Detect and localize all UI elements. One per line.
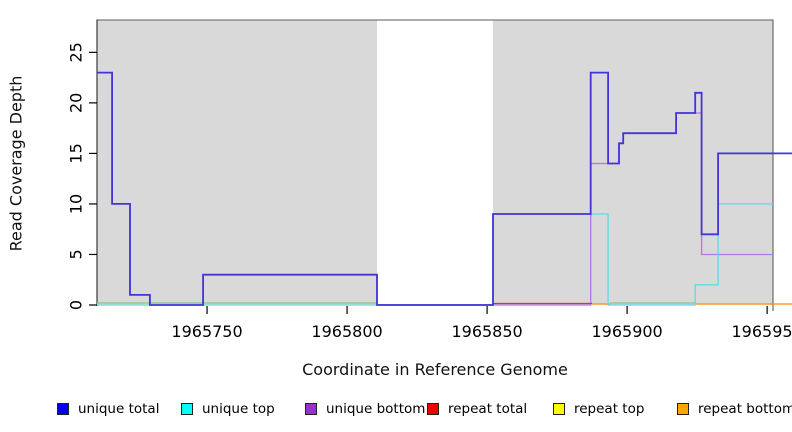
- x-tick-label: 1965850: [451, 322, 522, 341]
- series-unique-total: [97, 71, 792, 306]
- x-tick-label: 1965750: [171, 322, 242, 341]
- x-tick-label: 1965950: [731, 322, 792, 341]
- masked-region: [377, 19, 493, 304]
- x-axis-title: Coordinate in Reference Genome: [302, 360, 568, 379]
- x-tick-label: 1965800: [311, 322, 382, 341]
- y-tick-label: 15: [67, 143, 86, 163]
- y-axis-title: Read Coverage Depth: [6, 75, 26, 252]
- y-tick-label: 5: [67, 249, 86, 259]
- y-tick-label: 25: [67, 42, 86, 62]
- y-tick-label: 0: [67, 300, 86, 310]
- y-tick-label: 20: [67, 93, 86, 113]
- y-tick-label: 10: [67, 194, 86, 214]
- x-tick-label: 1965900: [591, 322, 662, 341]
